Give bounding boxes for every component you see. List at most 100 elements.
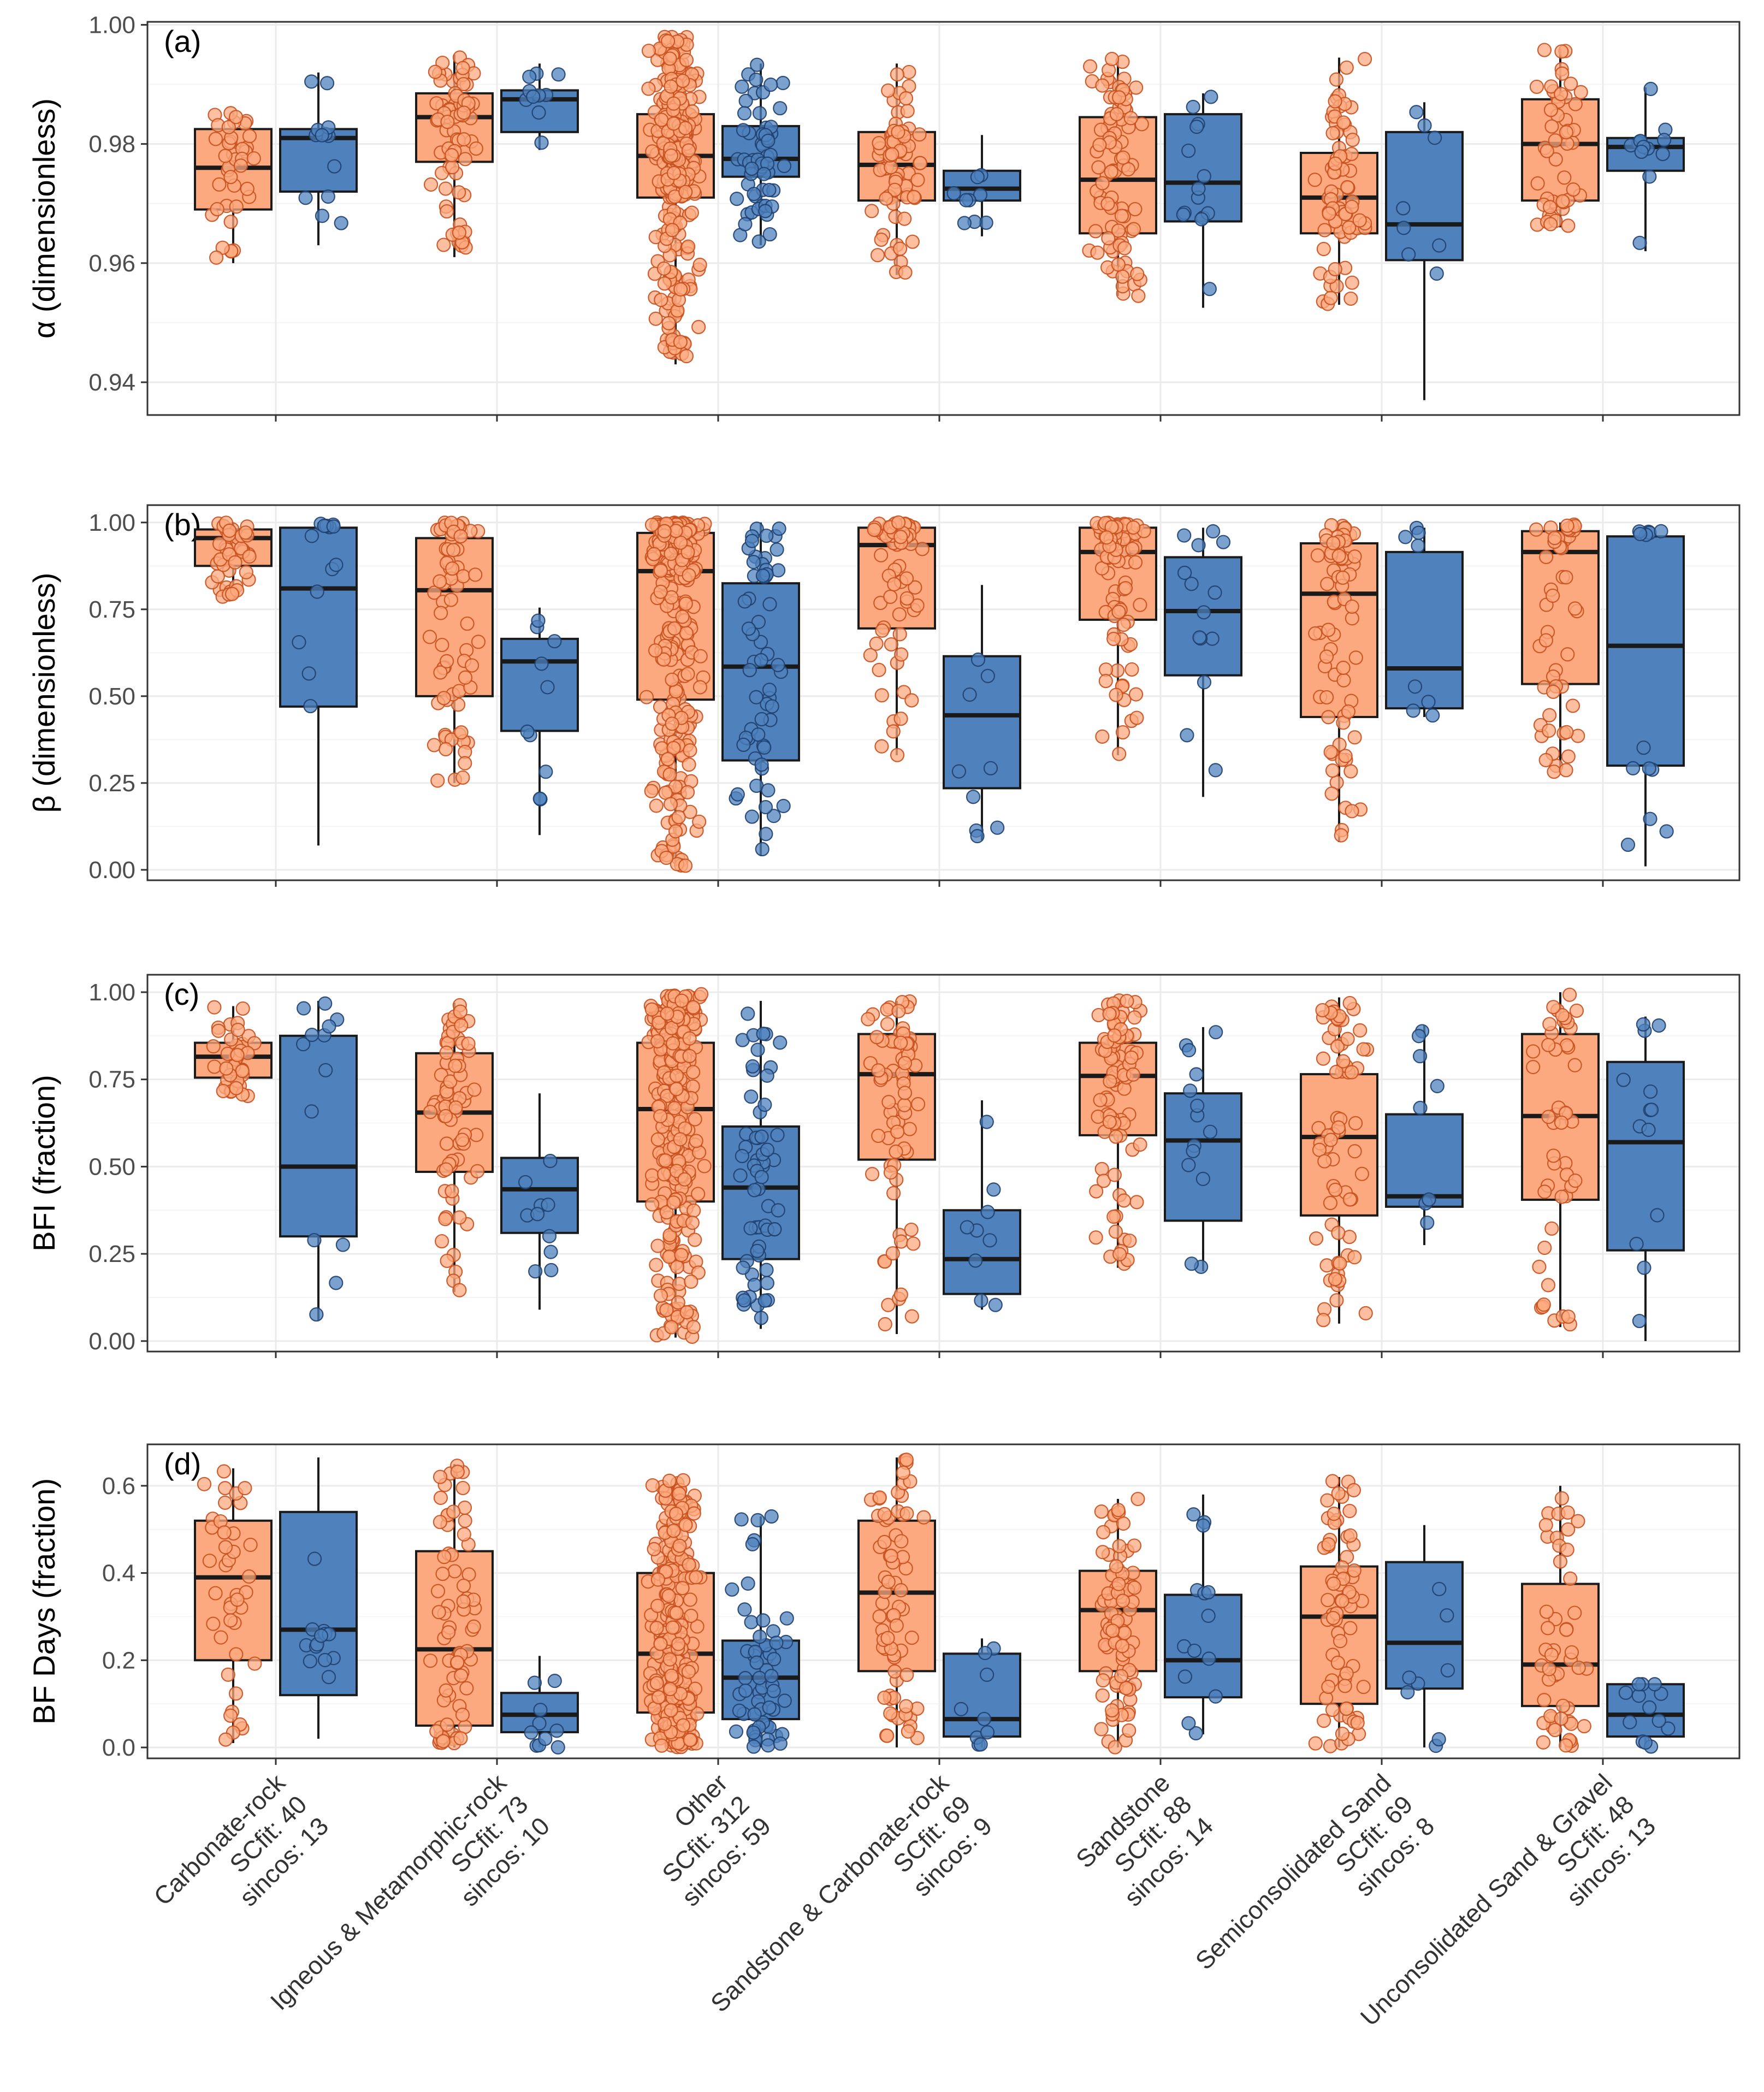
data-point bbox=[1125, 542, 1140, 556]
data-point bbox=[645, 144, 660, 159]
data-point bbox=[326, 519, 341, 534]
data-point bbox=[1638, 1735, 1653, 1750]
data-point bbox=[754, 1129, 769, 1144]
data-point bbox=[1102, 1115, 1117, 1129]
data-point bbox=[751, 234, 766, 249]
data-point bbox=[1342, 995, 1357, 1011]
data-point bbox=[444, 148, 459, 163]
data-point bbox=[1569, 1003, 1584, 1018]
data-point bbox=[321, 1669, 336, 1685]
data-point bbox=[871, 1128, 886, 1143]
data-point bbox=[436, 238, 451, 252]
data-point bbox=[745, 1537, 760, 1551]
data-point bbox=[755, 841, 769, 857]
data-point bbox=[436, 691, 451, 706]
data-point bbox=[1116, 150, 1130, 165]
data-point bbox=[659, 850, 674, 865]
data-point bbox=[755, 568, 771, 583]
data-point bbox=[1122, 1233, 1137, 1248]
data-point bbox=[1643, 81, 1658, 96]
data-point bbox=[894, 1534, 909, 1549]
data-point bbox=[1567, 1058, 1582, 1072]
y-tick-label: 0.00 bbox=[88, 857, 135, 884]
data-point bbox=[524, 1725, 538, 1740]
data-point bbox=[235, 1064, 250, 1078]
data-point bbox=[467, 1082, 482, 1097]
data-point bbox=[910, 1097, 926, 1112]
data-point bbox=[329, 558, 344, 572]
data-point bbox=[1082, 59, 1098, 74]
data-point bbox=[228, 555, 242, 570]
data-point bbox=[1566, 182, 1581, 197]
data-point bbox=[1190, 1098, 1205, 1113]
data-point bbox=[664, 1320, 679, 1335]
data-point bbox=[1101, 231, 1116, 246]
data-point bbox=[1123, 111, 1138, 126]
data-point bbox=[1564, 76, 1578, 91]
data-point bbox=[898, 91, 914, 106]
data-point bbox=[1406, 703, 1420, 718]
data-point bbox=[439, 1136, 454, 1151]
data-point bbox=[680, 785, 695, 799]
data-point bbox=[665, 223, 680, 238]
data-point bbox=[901, 1724, 915, 1739]
data-point bbox=[897, 1086, 913, 1100]
data-point bbox=[1208, 1689, 1223, 1704]
data-point bbox=[1340, 1032, 1355, 1046]
data-point bbox=[773, 101, 788, 116]
data-point bbox=[1432, 1581, 1447, 1597]
data-point bbox=[641, 43, 656, 58]
data-point bbox=[886, 724, 901, 739]
data-point bbox=[752, 106, 767, 121]
data-point bbox=[423, 1654, 438, 1668]
data-point bbox=[1636, 740, 1651, 755]
data-point bbox=[674, 1248, 689, 1263]
data-point bbox=[1343, 764, 1358, 779]
data-point bbox=[880, 1631, 895, 1645]
data-point bbox=[1400, 1685, 1415, 1700]
data-point bbox=[1536, 1735, 1550, 1750]
data-point bbox=[298, 191, 313, 205]
data-point bbox=[1095, 1688, 1110, 1703]
data-point bbox=[1099, 530, 1114, 545]
data-point bbox=[744, 809, 760, 824]
data-point bbox=[228, 1686, 244, 1701]
data-point bbox=[1342, 220, 1357, 235]
data-point bbox=[686, 1000, 701, 1015]
data-point bbox=[315, 128, 329, 143]
data-point bbox=[1181, 1043, 1197, 1058]
data-point bbox=[745, 1059, 760, 1074]
data-point bbox=[767, 1222, 782, 1237]
data-point bbox=[1127, 1010, 1142, 1025]
data-point bbox=[662, 767, 677, 782]
data-point bbox=[680, 545, 695, 560]
data-point bbox=[202, 1554, 217, 1568]
data-point bbox=[1129, 710, 1144, 725]
box-scfit bbox=[1521, 530, 1600, 685]
data-point bbox=[1335, 1726, 1350, 1741]
data-point bbox=[904, 1309, 919, 1324]
data-point bbox=[452, 1210, 467, 1225]
data-point bbox=[683, 743, 697, 758]
data-point bbox=[874, 739, 889, 754]
data-point bbox=[693, 649, 708, 663]
data-point bbox=[697, 1159, 712, 1174]
data-point bbox=[1429, 266, 1444, 281]
data-point bbox=[1546, 684, 1561, 699]
data-point bbox=[520, 724, 535, 739]
box-sincos bbox=[279, 1034, 358, 1238]
data-point bbox=[438, 1212, 453, 1226]
data-point bbox=[889, 1144, 903, 1159]
box-sincos bbox=[1385, 1113, 1464, 1208]
data-point bbox=[648, 643, 663, 658]
data-point bbox=[905, 234, 920, 249]
data-point bbox=[1544, 119, 1559, 134]
data-point bbox=[1540, 144, 1554, 158]
data-point bbox=[438, 181, 453, 196]
data-point bbox=[906, 1236, 921, 1251]
data-point bbox=[452, 225, 466, 240]
data-point bbox=[881, 1095, 896, 1110]
data-point bbox=[738, 217, 753, 232]
data-point bbox=[543, 1153, 558, 1169]
data-point bbox=[1409, 105, 1424, 120]
